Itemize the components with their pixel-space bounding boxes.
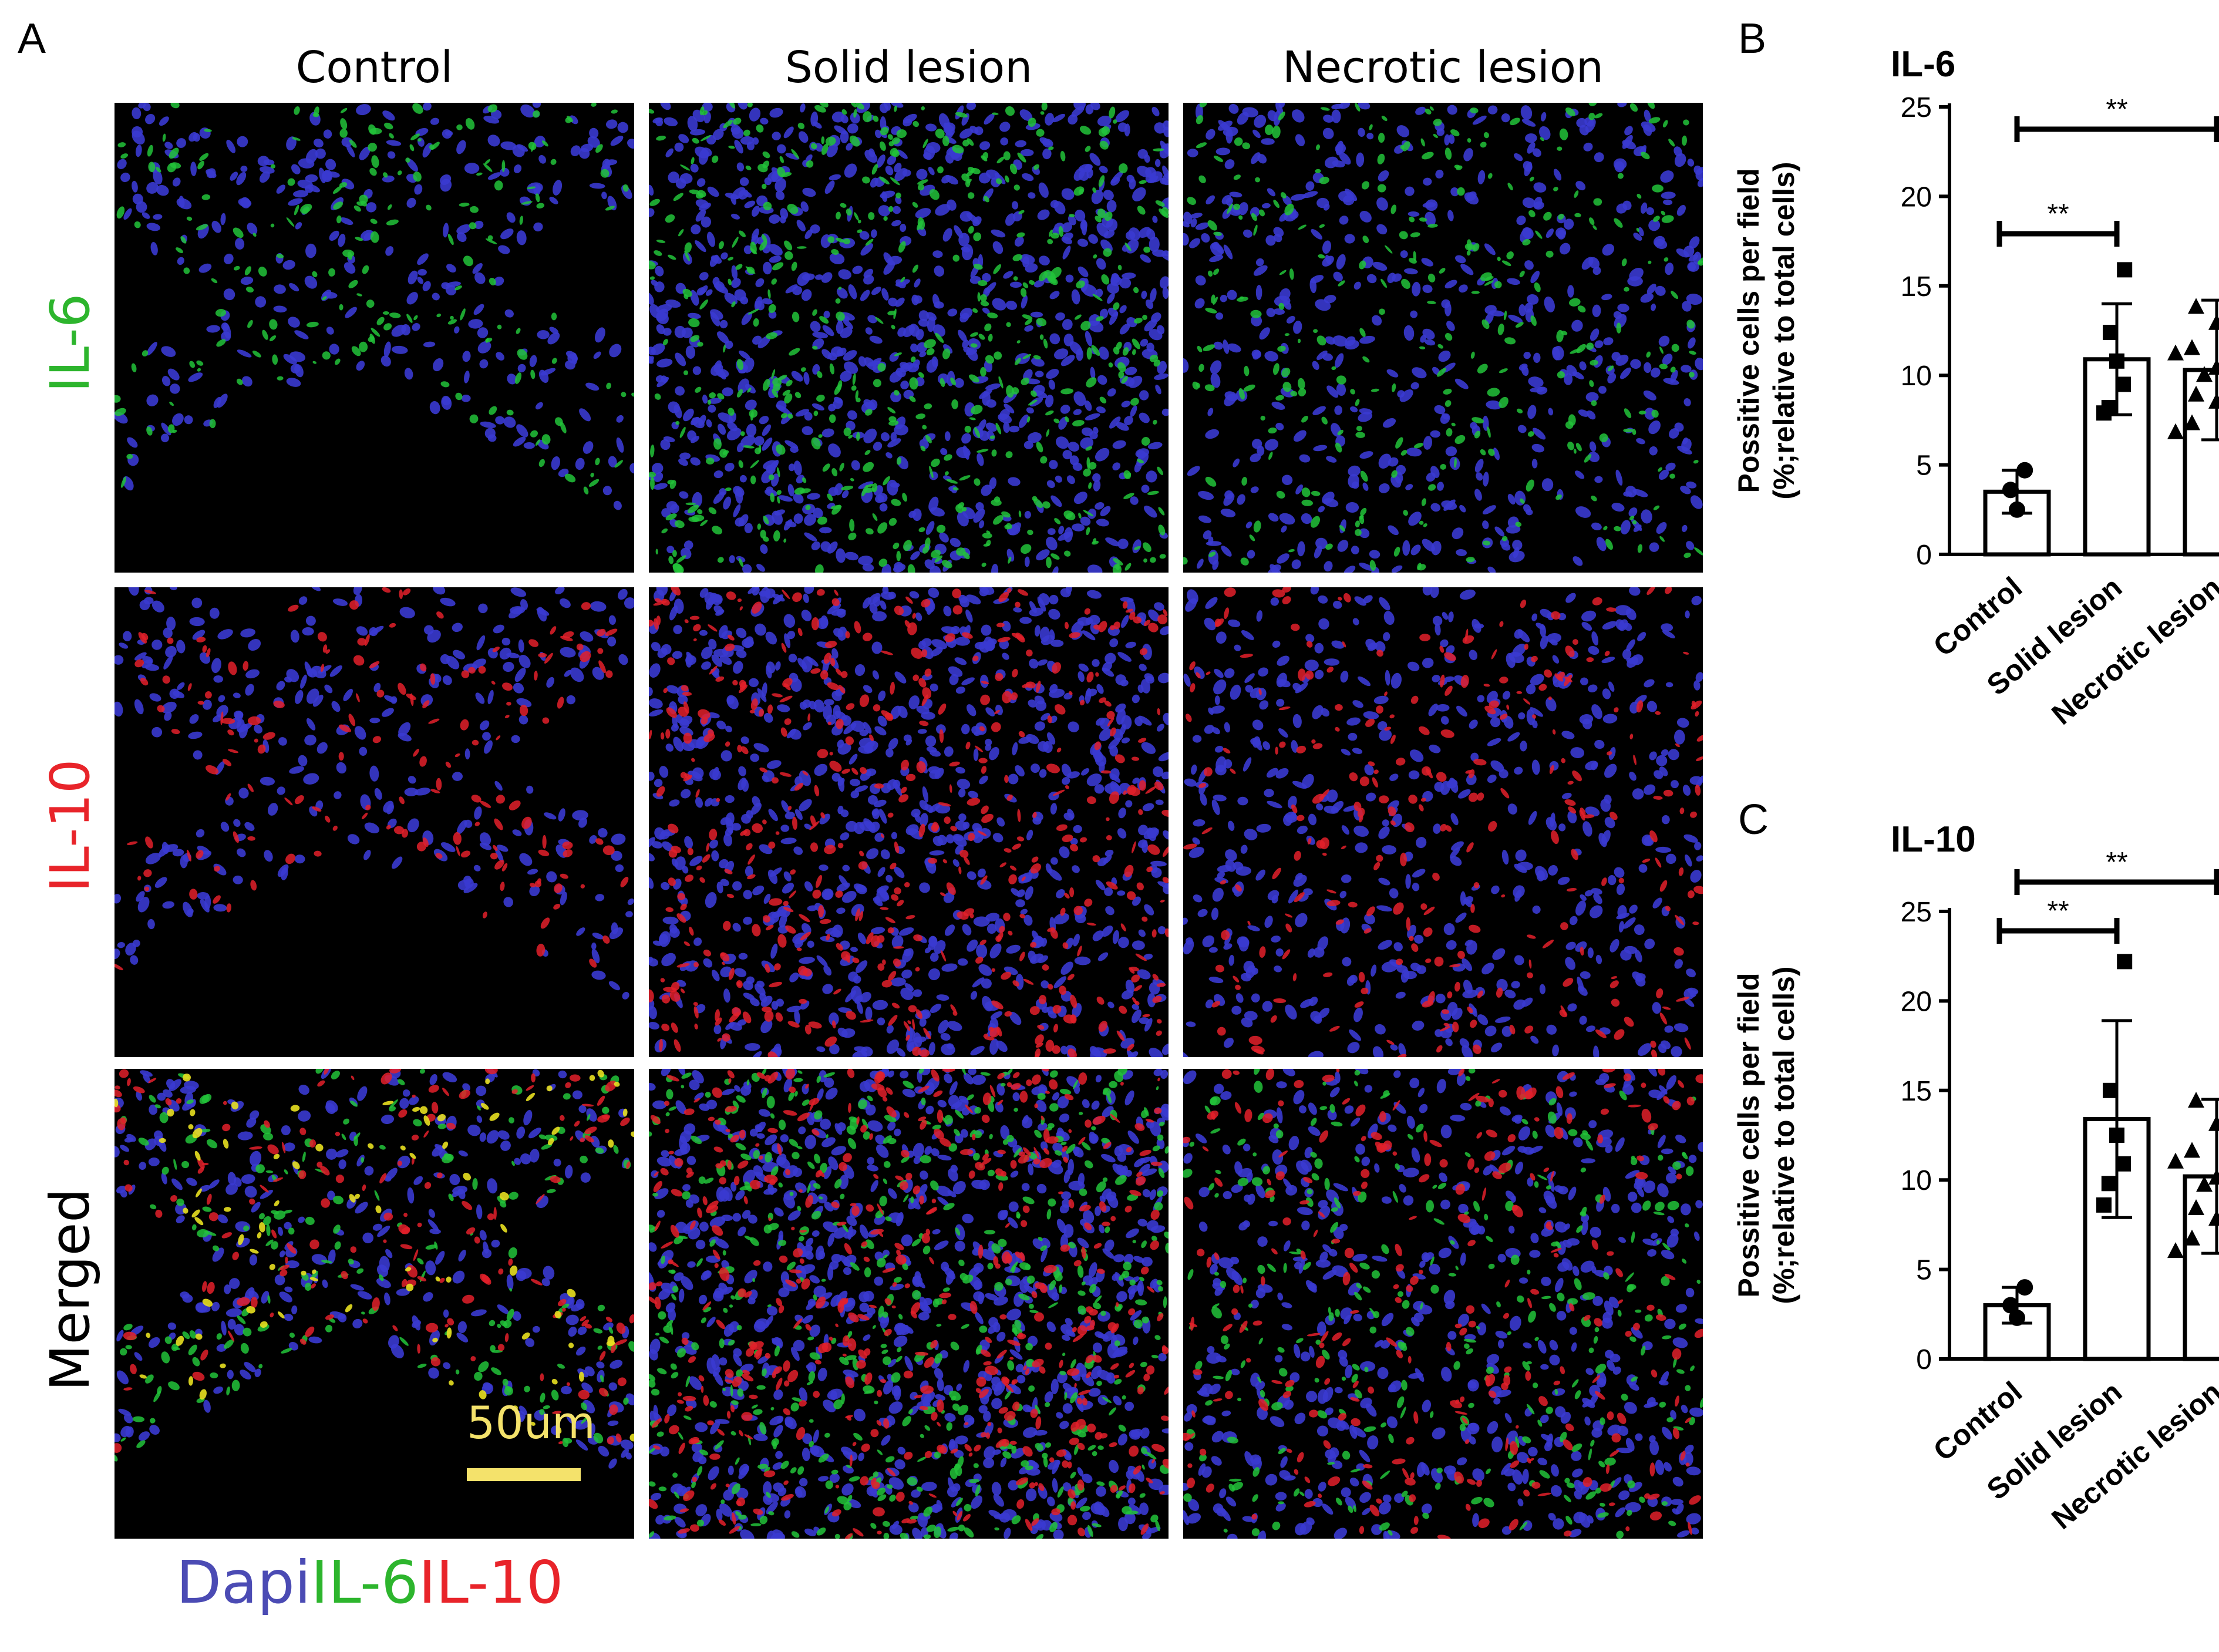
y-tick-label: 5: [1916, 450, 1932, 482]
significance-label: **: [2047, 896, 2069, 927]
significance-label: **: [2106, 847, 2127, 878]
significance-label: **: [2047, 198, 2069, 230]
data-point: [2116, 376, 2131, 392]
scale-bar-label: 50um: [467, 1397, 595, 1449]
data-point: [2009, 1309, 2025, 1326]
legend-il10: IL-10: [418, 1548, 564, 1617]
data-point: [2096, 405, 2112, 421]
y-tick-label: 0: [1916, 540, 1932, 571]
micrograph-il6-necrotic-lesion: [1183, 103, 1703, 573]
micrograph-il10-solid-lesion: [649, 587, 1169, 1057]
y-tick-label: 25: [1901, 92, 1932, 123]
data-point: [2016, 462, 2033, 479]
data-point: [2167, 344, 2184, 361]
row-label-il10: IL-10: [39, 759, 102, 893]
row-label-il6: IL-6: [39, 293, 102, 393]
data-point: [2009, 501, 2025, 518]
chart-il10: IL-10 0 5 10 15 20 25 Possitive cells per field…: [1732, 819, 2219, 1536]
x-tick-label: Necrotic lesion: [2045, 1375, 2219, 1536]
micrograph-merged-solid-lesion: [649, 1069, 1169, 1539]
data-point: [2002, 1297, 2019, 1314]
data-point: [2208, 392, 2219, 409]
data-point: [2117, 262, 2133, 278]
row-label-merged: Merged: [39, 1188, 102, 1391]
legend-dapi: Dapi: [176, 1548, 311, 1617]
micrograph-merged-control: [115, 1069, 634, 1539]
data-point: [2016, 1279, 2033, 1296]
micrograph-il10-control: [115, 587, 634, 1057]
data-point: [2196, 1176, 2213, 1192]
data-point: [2117, 954, 2133, 970]
data-point: [2184, 1142, 2200, 1158]
data-point: [2184, 414, 2200, 430]
y-tick-label: 20: [1901, 986, 1932, 1017]
channel-legend: DapiIL-6IL-10: [176, 1553, 563, 1612]
y-axis-label: (%;relative to total cells): [1767, 162, 1800, 499]
y-axis-label: (%;relative to total cells): [1767, 966, 1800, 1304]
data-point: [2109, 353, 2124, 369]
panel-label-c: C: [1738, 796, 1769, 843]
legend-il6: IL-6: [311, 1548, 419, 1617]
data-point: [2103, 325, 2118, 341]
micrograph-merged-necrotic-lesion: [1183, 1069, 1703, 1539]
chart-il6: IL-6 0 5 10 15 20 25 Possitive cells per field(…: [1732, 44, 2219, 731]
data-point: [2184, 1229, 2200, 1246]
data-point: [2208, 1115, 2219, 1131]
data-point: [2188, 298, 2204, 314]
chart-title: IL-10: [1891, 819, 1976, 860]
x-tick-label: Necrotic lesion: [2045, 571, 2219, 731]
chart-title: IL-6: [1891, 44, 1955, 85]
data-point: [2109, 1128, 2124, 1143]
y-tick-label: 25: [1901, 897, 1932, 928]
data-point: [2208, 314, 2219, 330]
y-tick-label: 0: [1916, 1344, 1932, 1375]
data-point: [2188, 1092, 2204, 1108]
data-point: [2167, 423, 2184, 439]
y-axis-label: Possitive cells per field: [1732, 973, 1765, 1297]
column-title-solid-lesion: Solid lesion: [784, 42, 1033, 93]
y-tick-label: 5: [1916, 1255, 1932, 1286]
data-point: [2002, 482, 2019, 499]
y-tick-label: 10: [1901, 361, 1932, 392]
micrograph-il6-solid-lesion: [649, 103, 1169, 573]
micrograph-il6-control: [115, 103, 634, 573]
panel-label-a: A: [18, 15, 46, 62]
y-tick-label: 15: [1901, 1076, 1932, 1107]
data-point: [2208, 359, 2219, 375]
y-tick-label: 20: [1901, 181, 1932, 213]
data-point: [2167, 1152, 2184, 1169]
data-point: [2096, 1197, 2112, 1213]
data-point: [2196, 366, 2213, 382]
panel-label-b: B: [1738, 15, 1767, 62]
data-point: [2208, 1210, 2219, 1226]
data-point: [2188, 1199, 2204, 1215]
scale-bar: [467, 1468, 581, 1481]
data-point: [2167, 1242, 2184, 1259]
data-point: [2188, 385, 2204, 402]
column-title-necrotic-lesion: Necrotic lesion: [1282, 42, 1604, 93]
data-point: [2184, 339, 2200, 355]
data-point: [2116, 1156, 2131, 1172]
bar-2: [2183, 1174, 2219, 1361]
data-point: [2101, 1176, 2117, 1192]
y-axis-label: Possitive cells per field: [1732, 168, 1765, 493]
column-title-control: Control: [295, 42, 453, 93]
significance-label: **: [2106, 94, 2127, 125]
data-point: [2208, 1169, 2219, 1185]
micrograph-il10-necrotic-lesion: [1183, 587, 1703, 1057]
data-point: [2103, 1082, 2118, 1098]
y-tick-label: 10: [1901, 1165, 1932, 1196]
y-tick-label: 15: [1901, 271, 1932, 302]
bar-0: [1983, 1303, 2051, 1361]
